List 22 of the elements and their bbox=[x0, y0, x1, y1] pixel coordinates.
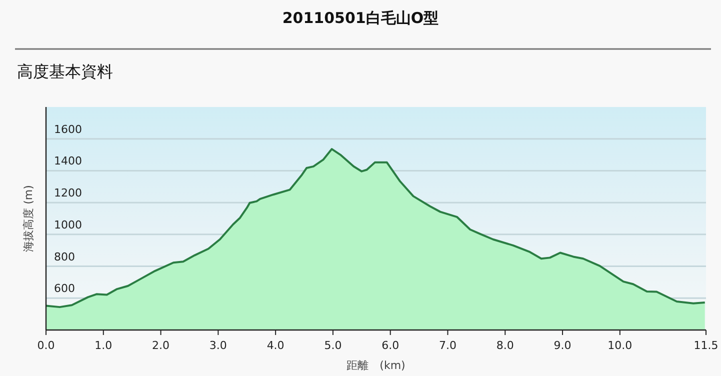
x-tick-label: 3.0 bbox=[209, 339, 227, 352]
x-tick-label: 4.0 bbox=[266, 339, 284, 352]
x-tick-label: 10.0 bbox=[608, 339, 632, 352]
x-tick-label: 7.0 bbox=[438, 339, 456, 352]
chart-title: 20110501白毛山O型 bbox=[282, 9, 439, 27]
x-tick-label: 2.0 bbox=[152, 339, 170, 352]
x-tick-label: 0.0 bbox=[37, 339, 55, 352]
chart-subtitle: 高度基本資料 bbox=[17, 62, 113, 81]
x-axis-title: 距離 (km) bbox=[346, 359, 406, 372]
x-tick-label: 1.0 bbox=[94, 339, 112, 352]
x-tick-label: 11.5 bbox=[694, 339, 718, 352]
x-tick-label: 9.0 bbox=[554, 339, 572, 352]
x-tick-label: 6.0 bbox=[382, 339, 400, 352]
y-tick-label: 1400 bbox=[54, 154, 82, 168]
y-tick-label: 1600 bbox=[54, 122, 82, 136]
y-tick-label: 1200 bbox=[54, 186, 82, 200]
x-tick-label: 8.0 bbox=[496, 339, 514, 352]
y-axis-title: 海拔高度 (m) bbox=[22, 185, 35, 252]
y-tick-label: 1000 bbox=[54, 218, 82, 232]
x-tick-label: 5.0 bbox=[324, 339, 342, 352]
y-tick-label: 600 bbox=[54, 282, 75, 296]
y-tick-label: 800 bbox=[54, 250, 75, 264]
